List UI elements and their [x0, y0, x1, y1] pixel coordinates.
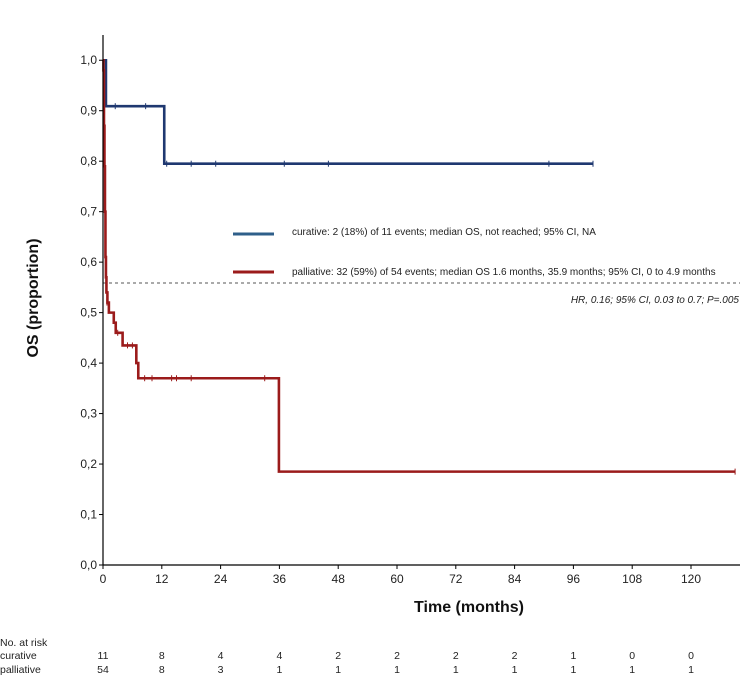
risk-row-label-palliative: palliative — [0, 664, 41, 676]
x-tick-label: 96 — [567, 572, 581, 586]
risk-value-palliative: 1 — [570, 664, 576, 676]
risk-value-palliative: 54 — [97, 664, 109, 676]
risk-value-curative: 1 — [570, 650, 576, 662]
y-tick-label: 0,7 — [80, 205, 97, 219]
x-tick-label: 48 — [332, 572, 346, 586]
km-curve-curative — [103, 58, 593, 166]
risk-value-curative: 4 — [276, 650, 282, 662]
x-tick-label: 12 — [155, 572, 169, 586]
x-tick-label: 108 — [622, 572, 642, 586]
x-tick-label: 0 — [100, 572, 107, 586]
y-tick-label: 0,0 — [80, 558, 97, 572]
y-tick-label: 0,6 — [80, 255, 97, 269]
risk-value-palliative: 1 — [394, 664, 400, 676]
y-tick-label: 0,5 — [80, 306, 97, 320]
x-tick-label: 36 — [273, 572, 287, 586]
legend-label-palliative: palliative: 32 (59%) of 54 events; media… — [292, 267, 716, 278]
risk-value-palliative: 1 — [512, 664, 518, 676]
y-tick-label: 0,2 — [80, 457, 97, 471]
risk-value-palliative: 1 — [335, 664, 341, 676]
risk-value-curative: 8 — [159, 650, 165, 662]
x-tick-label: 60 — [390, 572, 404, 586]
risk-row-label-curative: curative — [0, 650, 37, 662]
risk-value-palliative: 1 — [276, 664, 282, 676]
x-tick-label: 84 — [508, 572, 522, 586]
y-tick-label: 1,0 — [80, 53, 97, 67]
y-tick-label: 0,3 — [80, 407, 97, 421]
risk-value-palliative: 3 — [218, 664, 224, 676]
risk-value-palliative: 1 — [688, 664, 694, 676]
x-tick-label: 120 — [681, 572, 701, 586]
risk-value-curative: 0 — [688, 650, 694, 662]
risk-value-curative: 0 — [629, 650, 635, 662]
legend-label-curative: curative: 2 (18%) of 11 events; median O… — [292, 227, 596, 238]
risk-value-curative: 4 — [218, 650, 224, 662]
y-tick-label: 0,9 — [80, 104, 97, 118]
hazard-ratio-annotation: HR, 0.16; 95% CI, 0.03 to 0.7; P=.005 — [571, 295, 740, 306]
y-tick-label: 0,1 — [80, 508, 97, 522]
km-curve-palliative — [102, 58, 736, 473]
risk-table-title: No. at risk — [0, 637, 48, 649]
risk-value-curative: 2 — [453, 650, 459, 662]
risk-value-palliative: 1 — [629, 664, 635, 676]
risk-value-curative: 2 — [335, 650, 341, 662]
risk-value-curative: 2 — [512, 650, 518, 662]
y-tick-label: 0,8 — [80, 154, 97, 168]
risk-value-curative: 11 — [98, 650, 109, 662]
risk-value-curative: 2 — [394, 650, 400, 662]
y-tick-label: 0,4 — [80, 356, 97, 370]
risk-value-palliative: 1 — [453, 664, 459, 676]
risk-value-palliative: 8 — [159, 664, 165, 676]
x-tick-label: 72 — [449, 572, 463, 586]
x-tick-label: 24 — [214, 572, 228, 586]
x-axis-title: Time (months) — [414, 599, 524, 616]
y-axis-title: OS (proportion) — [25, 238, 42, 357]
